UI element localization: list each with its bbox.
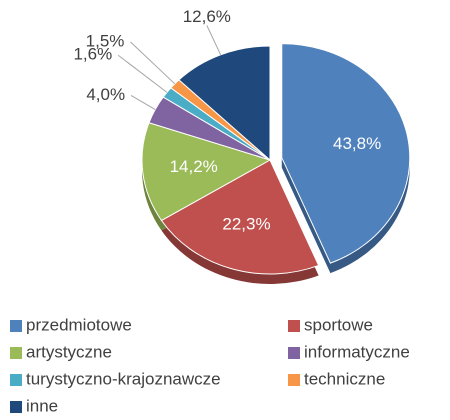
leader-line	[117, 54, 168, 93]
data-label: 12,6%	[183, 7, 231, 26]
data-label: 4,0%	[86, 85, 125, 104]
leader-line	[130, 94, 156, 110]
data-label: 22,3%	[222, 215, 270, 234]
legend-swatch	[10, 347, 22, 359]
data-label: 1,6%	[73, 45, 112, 64]
slice	[141, 122, 272, 222]
legend-label: techniczne	[304, 369, 385, 388]
data-label: 14,2%	[170, 157, 218, 176]
legend-label: przedmiotowe	[26, 315, 132, 334]
legend-label: turystyczno-krajoznawcze	[26, 369, 221, 388]
legend-swatch	[10, 374, 22, 386]
leader-line	[130, 41, 176, 85]
legend-swatch	[10, 401, 22, 413]
legend-label: informatyczne	[304, 342, 410, 361]
slice	[178, 45, 271, 162]
slice	[160, 159, 320, 275]
legend-label: sportowe	[304, 315, 373, 334]
legend-label: inne	[26, 396, 58, 415]
legend-label: artystyczne	[26, 342, 112, 361]
legend-swatch	[288, 374, 300, 386]
slice	[281, 43, 411, 264]
legend-swatch	[288, 320, 300, 332]
legend-swatch	[288, 347, 300, 359]
legend-swatch	[10, 320, 22, 332]
data-label: 43,8%	[333, 134, 381, 153]
data-label: 1,5%	[86, 31, 125, 50]
leader-line	[206, 25, 222, 56]
